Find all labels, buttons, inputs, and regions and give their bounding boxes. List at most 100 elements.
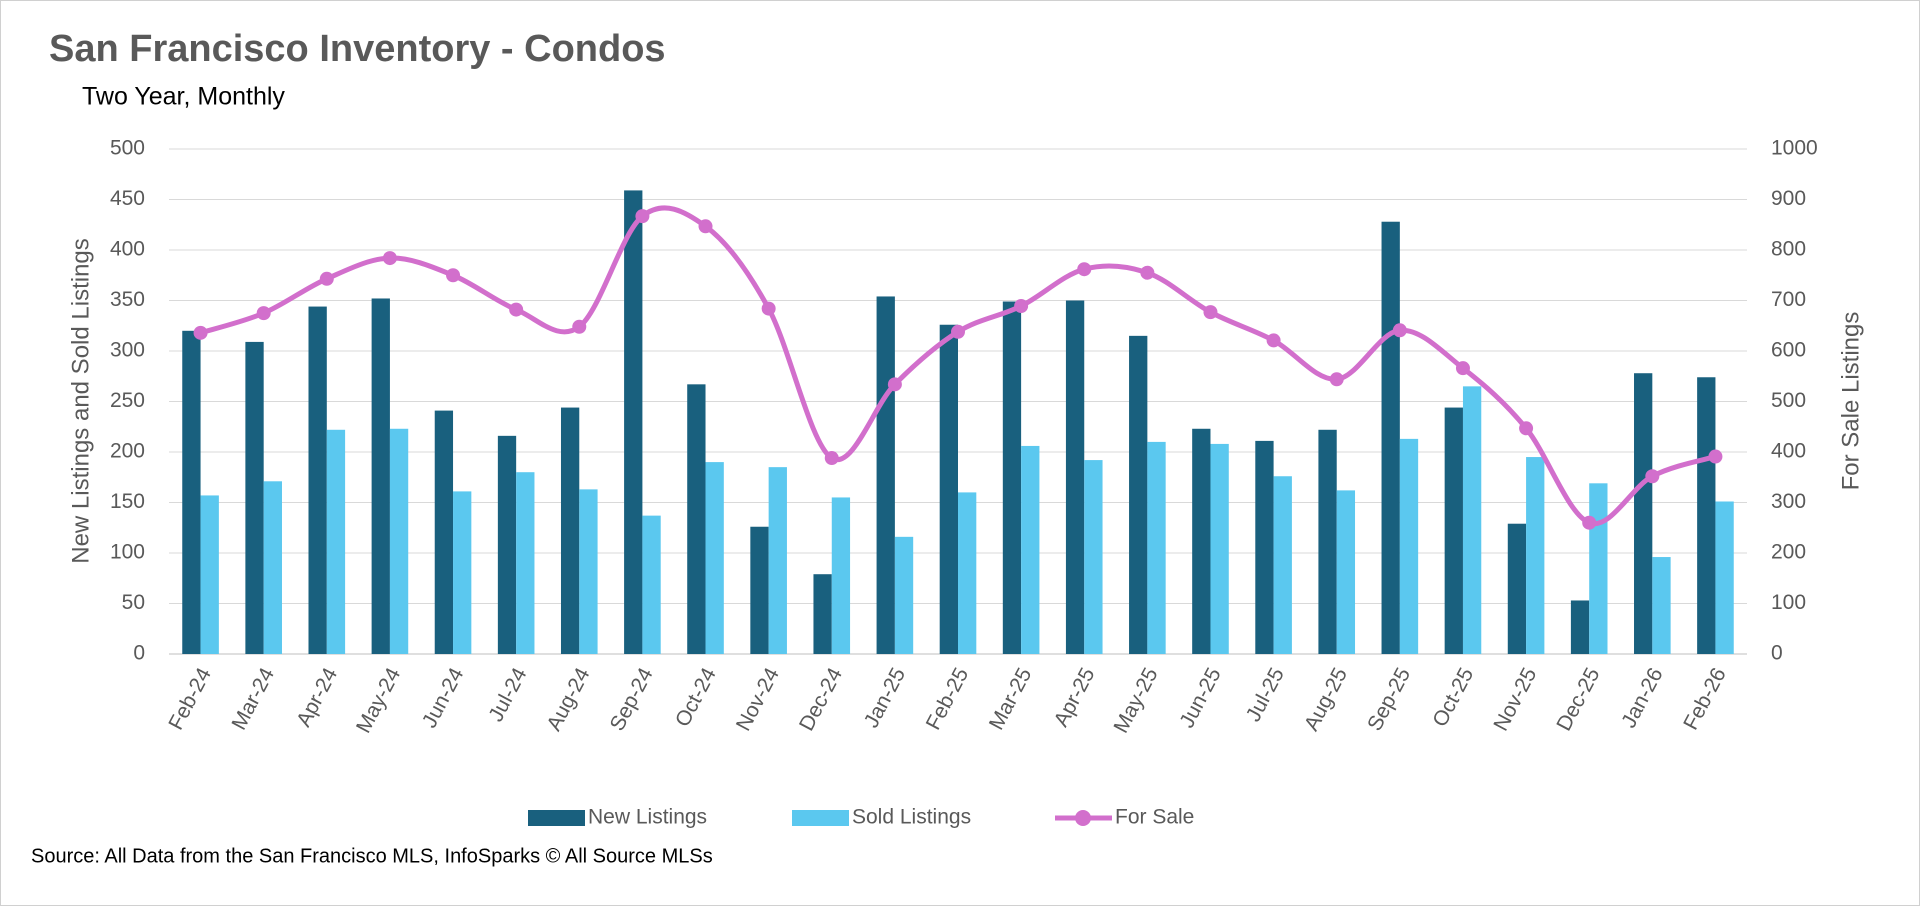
bar [182, 330, 201, 654]
bar [263, 481, 282, 654]
y2-tick-label: 700 [1771, 288, 1806, 311]
bar [1715, 501, 1734, 654]
bar [876, 296, 895, 654]
line-marker [824, 451, 839, 466]
bar [1526, 457, 1545, 654]
bar [1021, 445, 1040, 654]
line-marker [635, 209, 650, 224]
bar [894, 536, 914, 654]
line-marker [256, 306, 271, 321]
legend-label: For Sale [1115, 806, 1194, 829]
bar [1065, 300, 1085, 654]
legend-swatch [1075, 810, 1091, 826]
y2-tick-label: 0 [1771, 642, 1783, 665]
bar [453, 491, 472, 654]
y-tick-label: 150 [110, 490, 145, 513]
bar [326, 429, 346, 654]
bar [1336, 490, 1356, 654]
bar [1381, 221, 1400, 654]
y-tick-label: 50 [122, 591, 145, 614]
y-axis-title: New Listings and Sold Listings [67, 238, 94, 564]
bar [579, 489, 598, 654]
line-marker [1077, 262, 1092, 277]
bar [1652, 557, 1671, 654]
y2-tick-label: 300 [1771, 490, 1806, 513]
line-marker [1645, 469, 1660, 484]
y-tick-label: 350 [110, 288, 145, 311]
bar [1273, 476, 1292, 654]
legend-swatch [528, 810, 585, 826]
bar [1462, 386, 1482, 654]
y-tick-label: 450 [110, 187, 145, 210]
bar [1318, 429, 1337, 654]
legend-label: Sold Listings [852, 806, 971, 829]
bar [1210, 443, 1229, 654]
bar [768, 467, 787, 654]
y2-tick-label: 200 [1771, 541, 1806, 564]
y2-tick-label: 500 [1771, 389, 1806, 412]
y-tick-label: 500 [110, 137, 145, 160]
y-tick-label: 100 [110, 541, 145, 564]
line-marker [382, 251, 397, 266]
bar [1399, 438, 1419, 654]
line-marker [509, 302, 524, 317]
line-marker [1140, 265, 1155, 280]
line-marker [951, 324, 965, 339]
bar [624, 190, 643, 654]
bar [389, 428, 409, 654]
chart-title: San Francisco Inventory - Condos [49, 28, 666, 70]
line-marker [1014, 299, 1029, 314]
bar [1255, 440, 1274, 654]
y-tick-label: 200 [110, 440, 145, 463]
line-marker [761, 301, 776, 316]
line-marker [1266, 333, 1281, 348]
bar [497, 435, 517, 654]
bar [813, 574, 832, 654]
legend-swatch [792, 810, 849, 826]
bar [705, 462, 724, 654]
y2-tick-label: 100 [1771, 591, 1806, 614]
line-marker [319, 271, 334, 286]
y2-tick-label: 1000 [1771, 137, 1818, 160]
bar [1129, 335, 1148, 654]
line-marker [1519, 421, 1534, 436]
bar [1589, 483, 1608, 654]
bar [1444, 407, 1463, 654]
bar [560, 407, 580, 654]
line-marker [446, 268, 461, 283]
bar [831, 497, 851, 654]
source-note: Source: All Data from the San Francisco … [31, 845, 713, 867]
bar [434, 410, 454, 654]
y-tick-label: 0 [133, 642, 145, 665]
bar [1570, 600, 1590, 654]
line-marker [193, 325, 208, 340]
bar [1192, 428, 1211, 654]
line-marker [572, 319, 587, 334]
y2-tick-label: 800 [1771, 238, 1806, 261]
bar [371, 298, 390, 654]
line-marker [1708, 449, 1723, 464]
bar [1147, 441, 1166, 654]
bar [642, 515, 661, 654]
chart-subtitle: Two Year, Monthly [82, 83, 285, 111]
y2-tick-label: 900 [1771, 187, 1806, 210]
y2-axis-title: For Sale Listings [1837, 312, 1864, 491]
line-marker [1455, 361, 1470, 376]
line-marker [887, 377, 902, 392]
y-tick-label: 300 [110, 339, 145, 362]
y2-tick-label: 400 [1771, 440, 1806, 463]
y-tick-label: 400 [110, 238, 145, 261]
bar [516, 472, 535, 654]
bar [1507, 523, 1527, 654]
line-marker [1392, 323, 1407, 338]
bar [750, 526, 769, 654]
line-marker [1329, 372, 1344, 387]
bar [958, 492, 977, 654]
line-marker [1582, 515, 1597, 530]
bar [245, 341, 264, 654]
y-tick-label: 250 [110, 389, 145, 412]
bar [1084, 460, 1103, 654]
legend-label: New Listings [588, 806, 707, 829]
